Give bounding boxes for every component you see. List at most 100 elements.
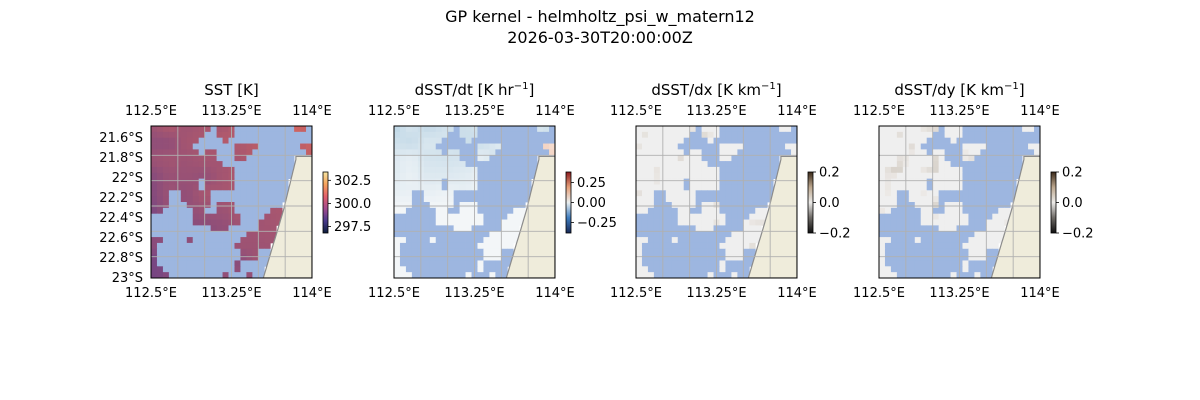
data-cell: [926, 225, 934, 232]
data-cell: [890, 143, 898, 150]
data-cell: [234, 137, 241, 144]
data-cell: [653, 196, 661, 203]
data-cell: [695, 248, 702, 256]
data-cell: [204, 213, 212, 220]
data-cell: [671, 172, 679, 180]
data-cell: [435, 149, 443, 156]
data-cell: [258, 143, 265, 150]
data-cell: [962, 196, 969, 203]
data-cell: [974, 131, 981, 139]
data-cell: [489, 231, 496, 238]
data-cell: [914, 196, 922, 203]
data-cell: [531, 143, 538, 150]
data-cell: [453, 155, 460, 162]
data-cell: [636, 161, 643, 168]
data-cell: [441, 272, 449, 278]
data-cell: [192, 242, 200, 250]
data-cell: [447, 225, 455, 232]
data-cell: [501, 196, 508, 203]
data-cell: [749, 254, 756, 261]
data-cell: [162, 254, 170, 261]
data-cell: [495, 178, 502, 185]
map-body: [394, 126, 555, 278]
data-cell: [180, 149, 188, 156]
data-cell: [429, 225, 437, 232]
data-cell: [204, 149, 212, 156]
data-cell: [749, 248, 756, 256]
data-cell: [653, 213, 661, 220]
data-cell: [920, 231, 928, 238]
data-cell: [399, 225, 407, 232]
data-cell: [896, 207, 904, 215]
data-cell: [246, 137, 253, 144]
data-cell: [920, 184, 928, 191]
data-cell: [447, 196, 455, 203]
data-cell: [683, 131, 691, 139]
data-cell: [671, 196, 679, 203]
data-cell: [920, 272, 928, 278]
data-cell: [743, 161, 750, 168]
data-cell: [944, 184, 951, 191]
data-cell: [962, 184, 969, 191]
data-cell: [701, 242, 708, 250]
data-cell: [920, 213, 928, 220]
data-cell: [932, 219, 940, 226]
data-cell: [761, 184, 768, 191]
data-cell: [168, 237, 176, 244]
data-cell: [435, 225, 443, 232]
data-cell: [879, 184, 886, 191]
data-cell: [258, 131, 265, 139]
data-cell: [665, 207, 673, 215]
data-cell: [749, 190, 756, 197]
data-cell: [423, 219, 431, 226]
data-cell: [879, 213, 886, 220]
data-cell: [980, 266, 987, 273]
data-cell: [1004, 207, 1011, 215]
data-cell: [938, 143, 945, 150]
data-cell: [151, 219, 158, 226]
data-cell: [683, 190, 691, 197]
data-cell: [276, 213, 283, 220]
data-cell: [968, 248, 975, 256]
data-cell: [495, 155, 502, 162]
data-cell: [920, 149, 928, 156]
data-cell: [944, 219, 951, 226]
data-cell: [641, 272, 649, 278]
data-cell: [986, 172, 993, 180]
data-cell: [531, 131, 538, 139]
data-cell: [671, 248, 679, 256]
data-cell: [519, 213, 526, 220]
data-cell: [701, 143, 708, 150]
data-cell: [507, 172, 514, 180]
data-cell: [216, 143, 223, 150]
colorbar-tick-label: −0.25: [577, 216, 617, 231]
data-cell: [162, 166, 170, 174]
data-cell: [495, 272, 502, 278]
data-cell: [980, 172, 987, 180]
data-cell: [1016, 143, 1023, 150]
data-cell: [429, 178, 437, 185]
data-cell: [908, 155, 916, 162]
data-cell: [938, 248, 945, 256]
data-cell: [725, 161, 732, 168]
data-cell: [549, 126, 555, 133]
data-cell: [689, 225, 697, 232]
data-cell: [394, 254, 401, 261]
data-cell: [399, 242, 407, 250]
data-cell: [920, 254, 928, 261]
data-cell: [974, 166, 981, 174]
data-cell: [537, 131, 544, 139]
data-cell: [980, 126, 987, 133]
data-cell: [998, 126, 1005, 133]
data-cell: [884, 149, 892, 156]
data-cell: [986, 196, 993, 203]
data-cell: [980, 161, 987, 168]
data-cell: [725, 172, 732, 180]
data-cell: [707, 225, 714, 232]
data-cell: [1016, 155, 1023, 162]
data-cell: [641, 213, 649, 220]
data-cell: [543, 149, 550, 156]
data-cell: [896, 155, 904, 162]
data-cell: [240, 237, 247, 244]
data-cell: [968, 190, 975, 197]
